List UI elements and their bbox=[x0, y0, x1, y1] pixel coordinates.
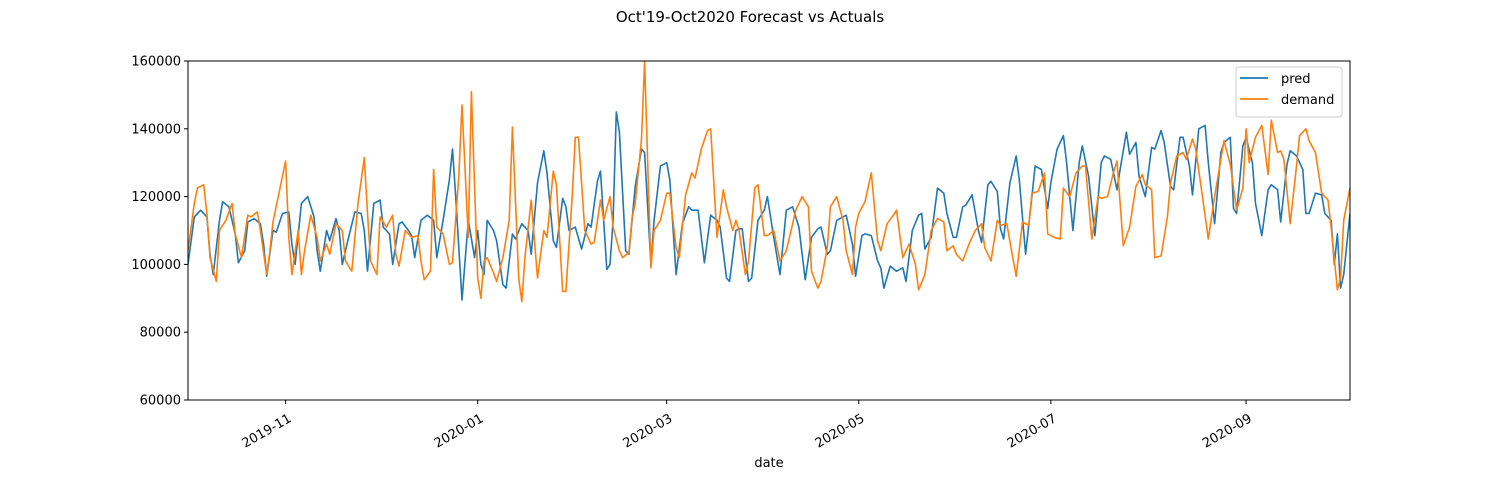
y-tick-label: 100000 bbox=[131, 258, 181, 273]
series-line-demand bbox=[188, 61, 1350, 303]
y-tick-label: 140000 bbox=[131, 122, 181, 137]
y-tick-label: 120000 bbox=[131, 190, 181, 205]
legend: pred demand bbox=[1235, 66, 1343, 118]
legend-box bbox=[1235, 66, 1343, 118]
plot-frame bbox=[187, 60, 1351, 401]
legend-label-demand: demand bbox=[1281, 93, 1334, 108]
chart-title: Oct'19-Oct2020 Forecast vs Actuals bbox=[616, 8, 885, 26]
legend-label-pred: pred bbox=[1281, 72, 1311, 87]
y-tick-label: 80000 bbox=[140, 326, 181, 341]
y-tick-label: 60000 bbox=[140, 394, 181, 409]
x-axis-label: date bbox=[754, 456, 783, 471]
y-tick-label: 160000 bbox=[131, 55, 181, 70]
y-axis: 60000 80000 100000 120000 140000 160000 bbox=[131, 55, 188, 409]
series-layer bbox=[188, 61, 1350, 303]
